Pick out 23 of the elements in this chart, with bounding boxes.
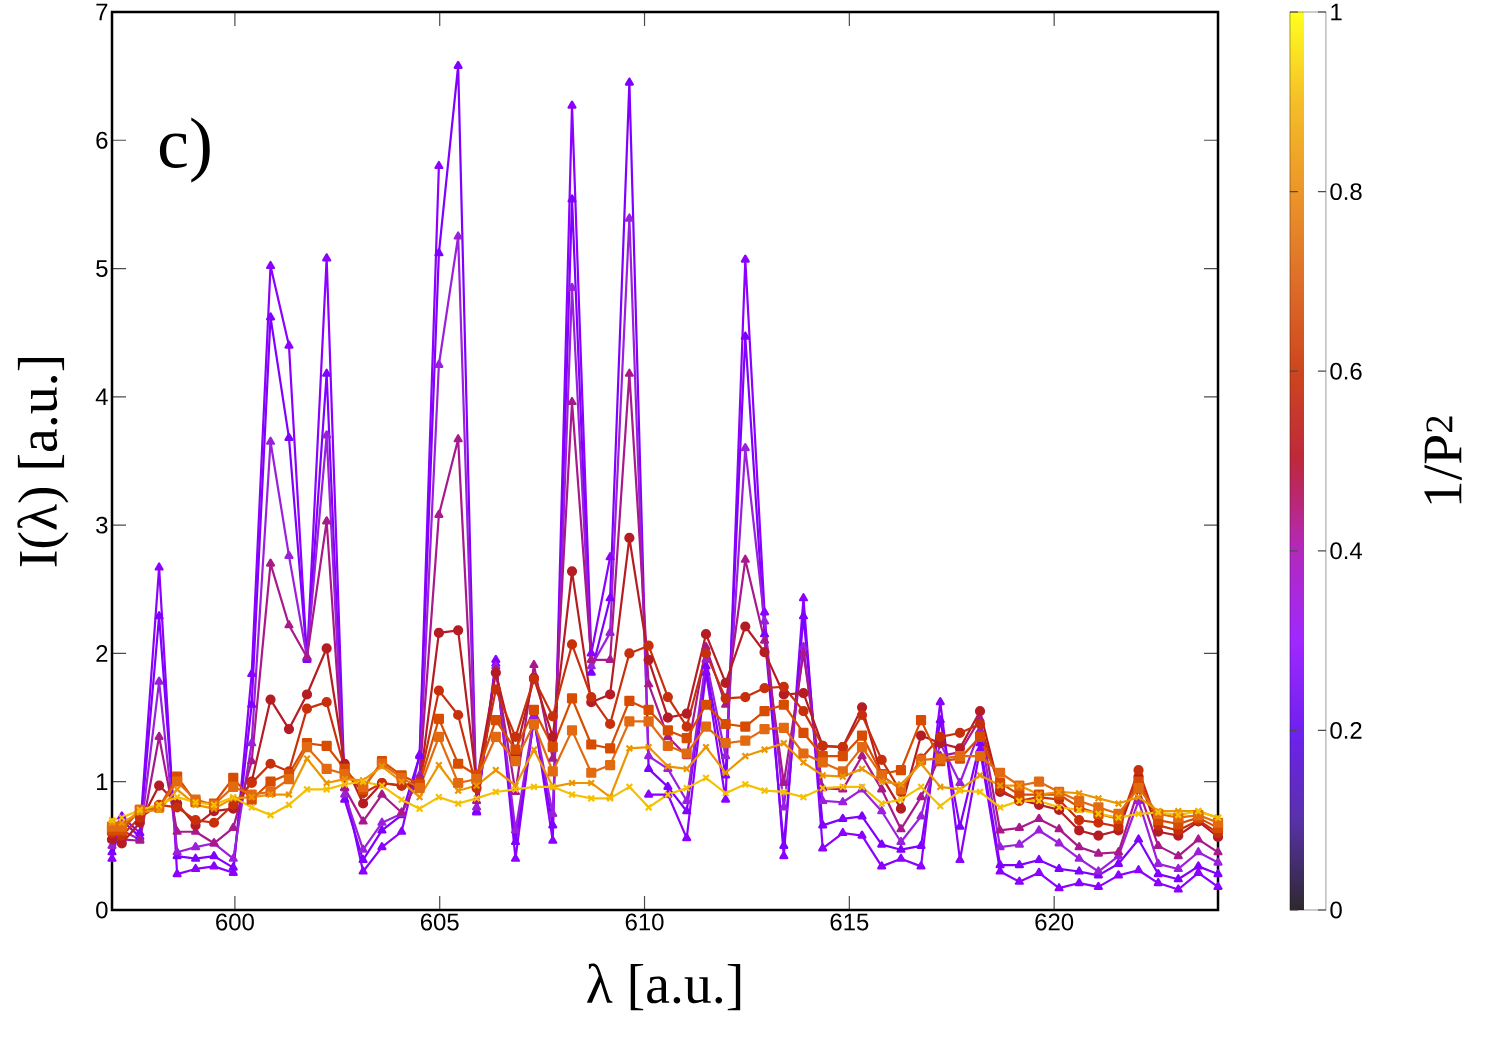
color-bar-label: 0.6 — [1330, 362, 1362, 380]
x-tick-label: 610 — [625, 913, 664, 931]
y-tick-label: 1 — [97, 773, 108, 790]
y-axis-title: I(λ) [a.u.] — [17, 357, 69, 567]
color-bar-label: 1 — [1331, 3, 1342, 21]
color-bar-label: 0.8 — [1330, 183, 1362, 201]
y-tick-label: 0 — [96, 901, 108, 919]
color-bar-label: 0.2 — [1330, 721, 1362, 739]
x-tick-label: 605 — [420, 913, 459, 931]
x-tick-label: 615 — [830, 913, 869, 931]
x-tick-label: 600 — [216, 913, 254, 931]
y-tick-label: 5 — [96, 260, 108, 277]
y-tick-label: 2 — [96, 645, 108, 662]
color-bar-label: 0 — [1330, 901, 1342, 919]
annotation: c) — [159, 117, 210, 183]
color-bar-label: 0.4 — [1330, 542, 1362, 560]
color-bar-title: 1/P$^{2}$ — [1424, 416, 1462, 504]
y-tick-label: 3 — [96, 516, 108, 534]
y-tick-label: 6 — [96, 131, 108, 149]
y-tick-label: 4 — [95, 388, 108, 406]
y-tick-label: 7 — [96, 3, 108, 21]
x-tick-label: 620 — [1035, 913, 1074, 931]
x-axis-title: λ [a.u.] — [587, 963, 741, 1011]
